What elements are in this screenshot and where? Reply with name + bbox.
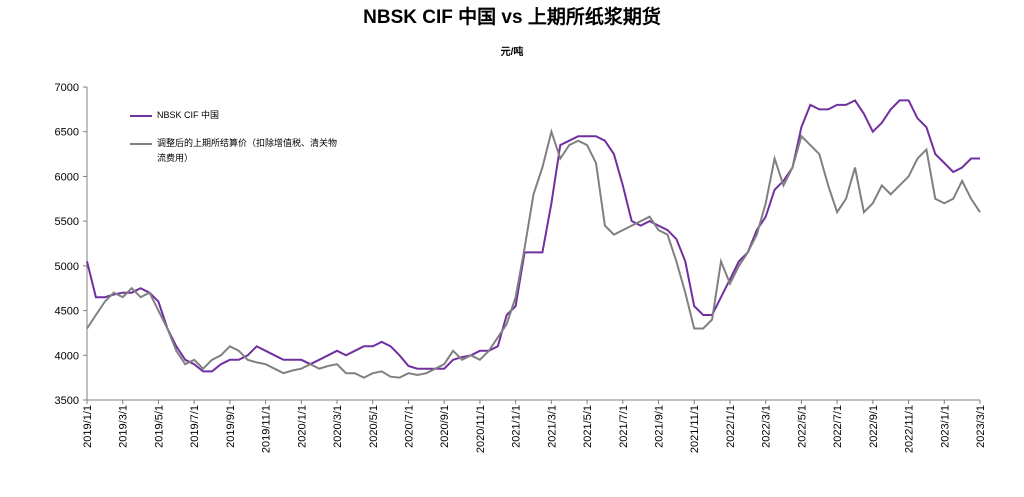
y-tick-label: 6000 xyxy=(55,171,79,183)
x-tick-label: 2021/11/1 xyxy=(689,405,701,453)
legend-item: 调整后的上期所结算价（扣除增值税、清关物流费用） xyxy=(157,138,337,163)
y-tick-label: 4500 xyxy=(55,306,79,318)
x-tick-label: 2021/9/1 xyxy=(654,405,666,448)
x-tick-label: 2020/5/1 xyxy=(368,405,380,448)
x-tick-label: 2022/1/1 xyxy=(725,405,737,448)
x-tick-label: 2022/3/1 xyxy=(761,405,773,448)
y-tick-label: 4000 xyxy=(55,350,79,362)
x-tick-label: 2020/7/1 xyxy=(403,405,415,448)
x-tick-label: 2020/9/1 xyxy=(439,405,451,448)
x-tick-label: 2021/1/1 xyxy=(511,405,523,448)
y-tick-label: 7000 xyxy=(55,82,79,94)
y-tick-label: 3500 xyxy=(55,395,79,407)
y-tick-label: 6500 xyxy=(55,127,79,139)
x-tick-label: 2020/3/1 xyxy=(332,405,344,448)
x-tick-label: 2020/1/1 xyxy=(296,405,308,448)
x-tick-label: 2019/9/1 xyxy=(225,405,237,448)
legend-label: NBSK CIF 中国 xyxy=(157,110,220,120)
x-tick-label: 2022/11/1 xyxy=(904,405,916,453)
y-tick-label: 5000 xyxy=(55,261,79,273)
y-tick-label: 5500 xyxy=(55,216,79,228)
x-tick-label: 2019/1/1 xyxy=(82,405,94,448)
x-tick-label: 2020/11/1 xyxy=(475,405,487,453)
x-tick-label: 2022/9/1 xyxy=(868,405,880,448)
x-tick-label: 2019/7/1 xyxy=(189,405,201,448)
x-tick-label: 2021/3/1 xyxy=(546,405,558,448)
x-tick-label: 2023/3/1 xyxy=(975,405,987,448)
chart-title: NBSK CIF 中国 vs 上期所纸浆期货 xyxy=(363,5,661,28)
legend-label: 调整后的上期所结算价（扣除增值税、清关物流费用） xyxy=(157,138,337,163)
chart-subtitle: 元/吨 xyxy=(501,45,524,58)
series-line xyxy=(86,128,981,379)
x-tick-label: 2019/5/1 xyxy=(153,405,165,448)
series-line xyxy=(86,99,980,373)
x-tick-label: 2022/7/1 xyxy=(832,405,844,448)
x-tick-label: 2023/1/1 xyxy=(939,405,951,448)
legend-item: NBSK CIF 中国 xyxy=(157,110,220,120)
x-tick-label: 2022/5/1 xyxy=(796,405,808,448)
x-tick-label: 2021/5/1 xyxy=(582,405,594,448)
x-tick-label: 2021/7/1 xyxy=(618,405,630,448)
x-tick-label: 2019/11/1 xyxy=(261,405,273,453)
x-tick-label: 2019/3/1 xyxy=(118,405,130,448)
